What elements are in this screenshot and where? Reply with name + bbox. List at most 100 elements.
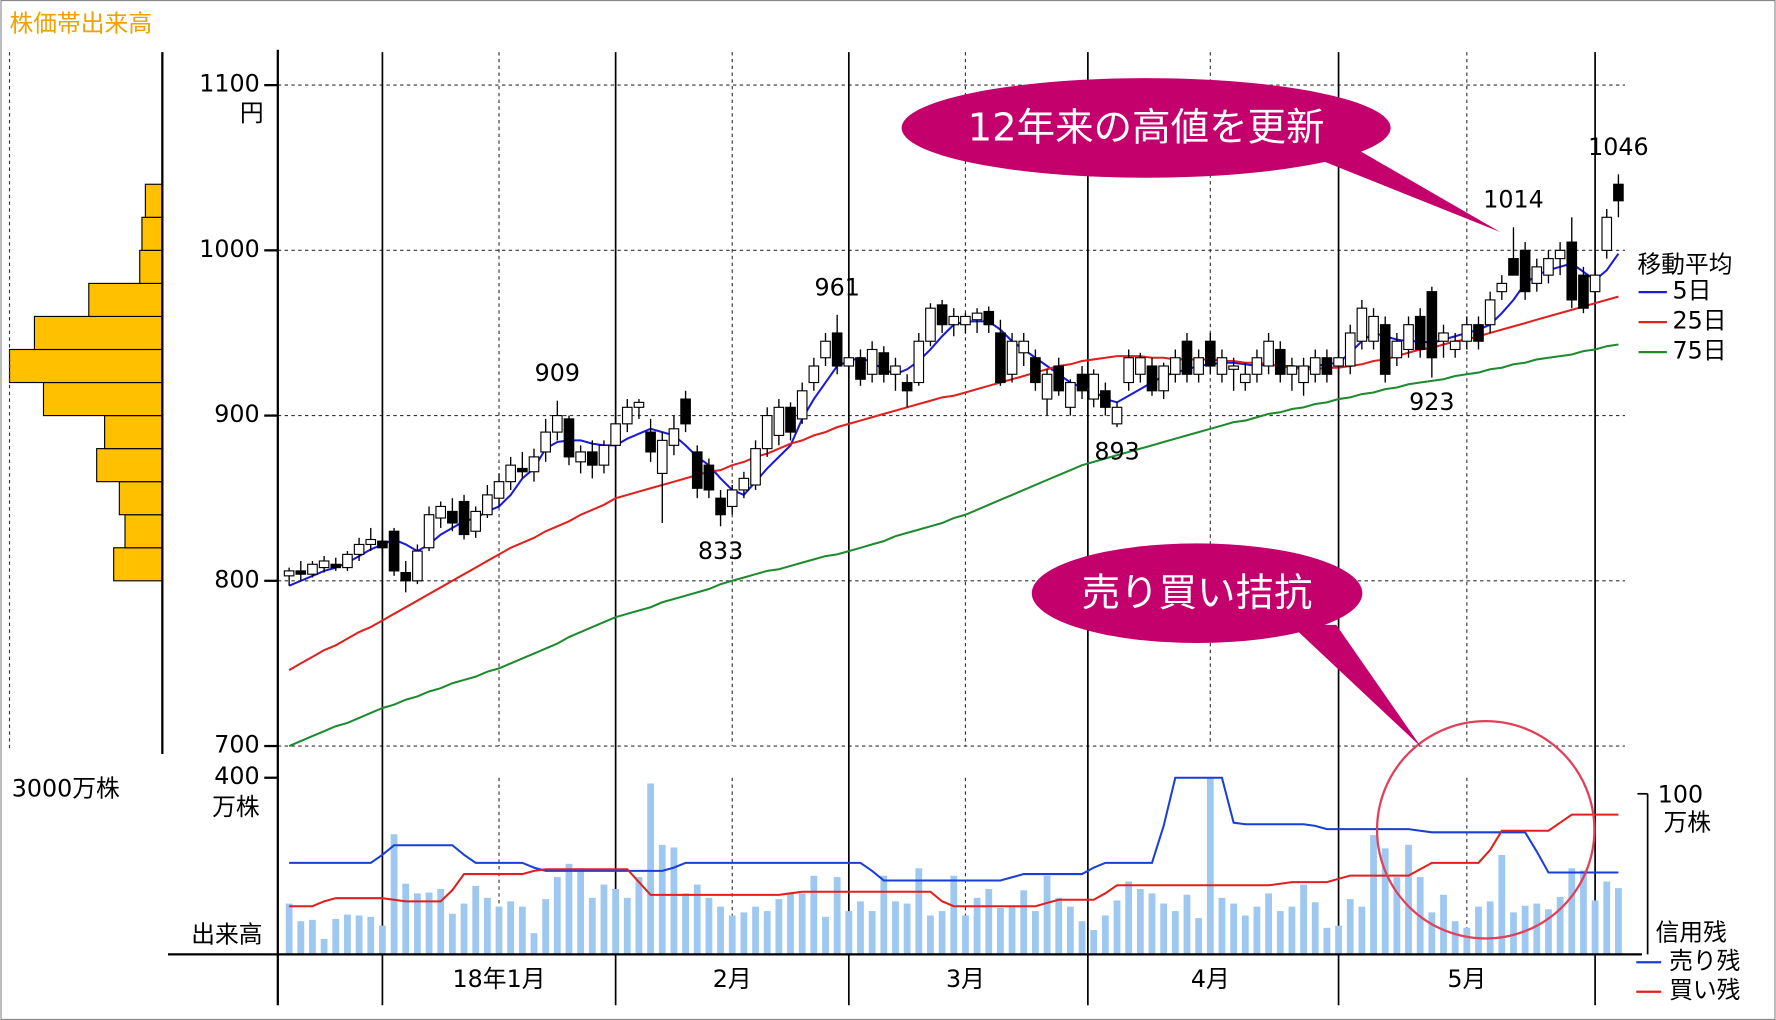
volume-bar (1323, 927, 1331, 955)
candle-body (1578, 274, 1589, 309)
candle-body (388, 530, 400, 572)
candle-body (925, 307, 936, 342)
volume-bar (460, 903, 468, 955)
volume-bar (892, 901, 899, 955)
candle-body (412, 550, 423, 582)
volume-bar (1125, 881, 1133, 955)
candle-body (1333, 357, 1344, 367)
volume-bar (997, 907, 1004, 955)
volume-bar (1148, 893, 1156, 955)
volume-bar (1300, 884, 1307, 955)
volume-bar (1381, 848, 1389, 955)
volume-bar (1370, 835, 1377, 955)
legend-label: 75日 (1673, 337, 1727, 365)
volume-bar (425, 892, 433, 955)
candle-body (1519, 249, 1531, 293)
candle-body (400, 571, 412, 582)
candle-body (936, 304, 948, 326)
volume-bar (857, 901, 864, 955)
y-tick-label: 400 (214, 762, 259, 790)
volume-bar (1101, 915, 1109, 955)
candle-body (575, 451, 586, 463)
callout-tail (1302, 147, 1501, 233)
volume-bar (693, 884, 701, 955)
volume-bar (1591, 900, 1599, 955)
extreme-label: 961 (814, 273, 859, 301)
volume-bar (1545, 909, 1552, 955)
volume-bar (553, 877, 561, 955)
candle-body (1263, 340, 1274, 367)
volume-bar (1008, 906, 1016, 955)
y-tick-label: 900 (214, 400, 259, 428)
candle-body (1135, 357, 1146, 375)
volume-bar (1580, 870, 1587, 955)
x-tick-label: 5月 (1447, 965, 1486, 993)
volume-bar (379, 925, 386, 955)
y-unit: 円 (240, 99, 264, 127)
candle-body (1344, 332, 1356, 367)
candle-body (447, 510, 458, 524)
histogram-bar (33, 315, 163, 351)
volume-bar (1311, 902, 1319, 955)
volume-bar (717, 906, 724, 955)
candle-body (1181, 340, 1193, 375)
histogram-bar (139, 249, 163, 284)
volume-bar (647, 783, 654, 955)
candle-body (831, 332, 843, 367)
candle-body (1356, 307, 1368, 342)
volume-bar (833, 877, 841, 955)
volume-bar (1183, 894, 1191, 955)
candle-body (703, 464, 715, 491)
volume-bar (635, 877, 643, 955)
x-tick-label: 3000万株 (12, 775, 120, 803)
candle-body (785, 406, 796, 433)
volume-bar (728, 915, 736, 955)
volume-bar (1276, 911, 1284, 955)
volume-bar (320, 938, 328, 955)
volume-bar (483, 897, 491, 955)
volume-bar (1498, 855, 1506, 955)
margin-line (289, 813, 1619, 908)
histogram-bar (96, 448, 163, 483)
volume-bar (1440, 894, 1447, 955)
candle-body (1228, 365, 1239, 370)
candle-body (820, 340, 831, 359)
candle-body (505, 464, 516, 483)
candle-body (983, 310, 995, 326)
candle-body (1531, 266, 1543, 284)
candle-body (610, 423, 621, 446)
candle-body (1368, 315, 1379, 342)
candle-body (621, 406, 633, 425)
volume-bar (1265, 893, 1272, 955)
candle-body (1391, 340, 1403, 359)
candle-body (493, 481, 505, 499)
candle-body (1298, 365, 1309, 384)
volume-bar (1486, 901, 1494, 955)
volume-bar (332, 919, 340, 955)
volume-bar (880, 875, 888, 955)
callout-text: 売り買い拮抗 (1082, 571, 1313, 616)
volume-bar (798, 893, 806, 955)
candle-body (1204, 340, 1216, 367)
volume-bar (588, 897, 596, 955)
candle-body (1100, 390, 1111, 408)
candle-body (738, 477, 750, 491)
x-tick-label: 4月 (1191, 965, 1230, 993)
legend-label: 25日 (1673, 307, 1727, 335)
candle-body (1554, 249, 1566, 260)
y-tick-label: 1100 (199, 70, 259, 98)
histogram-bar (104, 415, 163, 450)
candle-body (843, 357, 855, 367)
candle-body (307, 563, 318, 575)
candle-body (563, 418, 575, 458)
histogram-bar (144, 183, 163, 218)
candle-body (1379, 324, 1391, 375)
candle-body (517, 467, 528, 473)
candle-body (960, 315, 971, 326)
volume-bar (507, 901, 515, 955)
candle-body (1193, 357, 1204, 375)
volume-bar (1475, 906, 1482, 955)
candle-body (598, 444, 610, 466)
candle-body (1321, 357, 1333, 375)
